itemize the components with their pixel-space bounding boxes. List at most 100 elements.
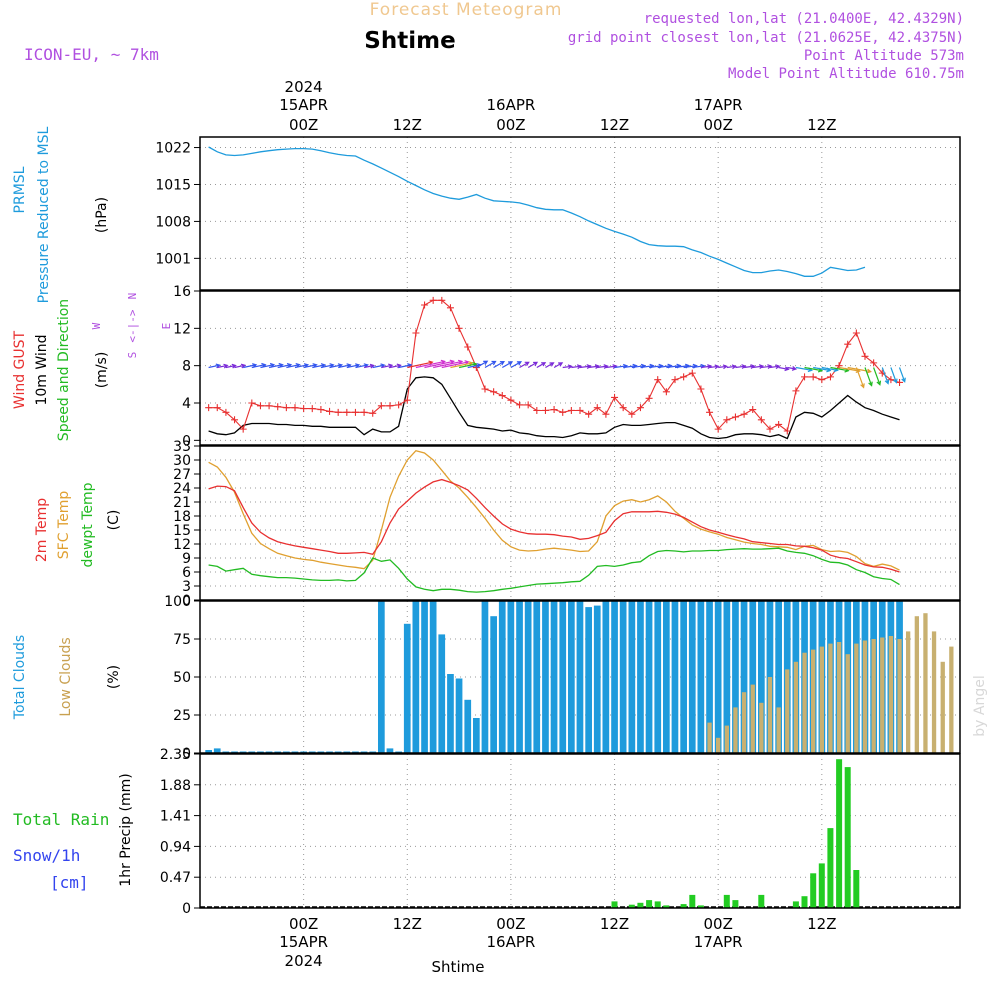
total-cloud-bar [611, 601, 618, 753]
y-tick-label: 1022 [155, 141, 191, 157]
wind-gust-marker [870, 359, 878, 367]
total-cloud-bar [421, 601, 428, 753]
wind-gust-marker [585, 410, 593, 418]
rain-bar [680, 904, 687, 908]
wind-direction-arrow [571, 364, 583, 370]
top-time-label: 12Z [393, 116, 422, 134]
total-cloud-bar [706, 601, 713, 753]
y-tick-label: 8 [182, 359, 191, 375]
wind-direction-arrow [726, 364, 737, 370]
wind-gust-marker [671, 376, 679, 384]
wind-gust-marker [731, 413, 739, 421]
total-cloud-bar [654, 601, 662, 753]
low-cloud-bar [750, 684, 755, 753]
rain-bar [758, 894, 765, 908]
bottom-year-label: 2024 [285, 952, 323, 970]
wind-direction-arrow [787, 366, 798, 371]
total-cloud-bar [507, 601, 515, 753]
total-cloud-bar [464, 699, 472, 753]
gridpoint-coords: grid point closest lon,lat (21.0625E, 42… [568, 30, 964, 46]
wind-gust-marker [541, 406, 549, 414]
bottom-time-label: 00Z [289, 915, 318, 933]
compass-north: N [126, 293, 139, 300]
wind-gust-marker [662, 388, 670, 396]
temp-unit: (C) [106, 510, 122, 531]
pressure-line [208, 146, 866, 277]
y-tick-label: 0 [182, 746, 191, 762]
rain-bar [801, 896, 808, 908]
wind-gust-marker [481, 385, 489, 393]
panel-frame [199, 290, 961, 446]
low-cloud-bar [741, 692, 747, 753]
wind-gust-marker [231, 416, 239, 424]
y-tick-label: 100 [164, 594, 191, 610]
wind-direction-arrow [476, 360, 489, 369]
total-cloud-bar [490, 616, 497, 753]
wind-gust-marker [757, 416, 765, 424]
wind-gust-marker [274, 403, 282, 411]
total-cloud-bar [378, 601, 385, 753]
y-tick-label: 0.47 [160, 870, 191, 886]
wind-gust-marker [593, 404, 601, 412]
total-cloud-bar [498, 601, 506, 753]
wind-gust-marker [680, 373, 688, 381]
wind-gust-marker [896, 378, 904, 386]
wind-gust-marker [334, 408, 342, 416]
y-tick-label: 27 [173, 467, 191, 483]
wind-direction-arrow [778, 366, 790, 372]
low-cloud-bar [862, 640, 868, 753]
total-cloud-bar [516, 601, 523, 753]
wind-gust-marker [455, 324, 463, 332]
y-tick-label: 25 [173, 708, 191, 724]
y-tick-label: 1008 [155, 214, 191, 230]
wind-gust-marker [429, 296, 437, 304]
wind-gust-marker [403, 396, 411, 404]
top-date-label: 16APR [486, 96, 535, 114]
bottom-time-label: 00Z [703, 915, 732, 933]
temp2m-label: 2m Temp [34, 498, 50, 562]
wind-gust-marker [602, 410, 610, 418]
wind-gust-marker [559, 408, 567, 416]
wind-direction-arrow [735, 364, 747, 369]
total-cloud-bar [473, 718, 480, 753]
wind-gust-marker [412, 329, 420, 337]
point-altitude: Point Altitude 573m [804, 48, 964, 64]
y-tick-label: 0 [182, 433, 191, 449]
wind-direction-arrow [579, 364, 592, 369]
wind-direction-arrow [597, 364, 609, 369]
rain-bar [792, 901, 799, 908]
low-cloud-bar [785, 669, 790, 753]
low-cloud-bar [776, 707, 781, 753]
total-cloud-bar [403, 623, 411, 753]
wind-direction-arrow [484, 360, 497, 369]
total-cloud-bar [680, 601, 687, 753]
low-cloud-bar [793, 661, 799, 753]
total-cloud-bar [524, 601, 532, 753]
credit: by Angel [972, 675, 988, 736]
total-cloud-bar [438, 634, 446, 753]
wind-gust-marker [740, 410, 748, 418]
wind-direction-arrow [234, 363, 247, 369]
low-cloud-bar [871, 639, 876, 753]
pressure-label-1: PRMSL [12, 166, 28, 213]
rain-bar [818, 863, 825, 908]
rain-bar [697, 905, 704, 908]
temp2m-line [208, 478, 900, 573]
wind-gust-marker [844, 340, 852, 348]
wind-unit: (m/s) [94, 352, 110, 389]
y-tick-label: 0.94 [160, 839, 191, 855]
wind-gust-marker [628, 410, 636, 418]
bottom-time-label: 00Z [496, 915, 525, 933]
low-cloud-bar [802, 652, 807, 753]
wind-direction-arrow [718, 364, 728, 370]
total-cloud-bar [576, 601, 584, 753]
low-cloud-bar [914, 616, 919, 753]
bottom-time-label: 12Z [393, 915, 422, 933]
y-tick-label: 2.35 [160, 747, 191, 763]
wind-gust-marker [377, 402, 385, 410]
pressure-unit: (hPa) [94, 197, 110, 233]
wind-gust-marker [239, 425, 247, 433]
rain-bar [723, 894, 730, 908]
chart-title: Forecast Meteogram [370, 0, 563, 20]
